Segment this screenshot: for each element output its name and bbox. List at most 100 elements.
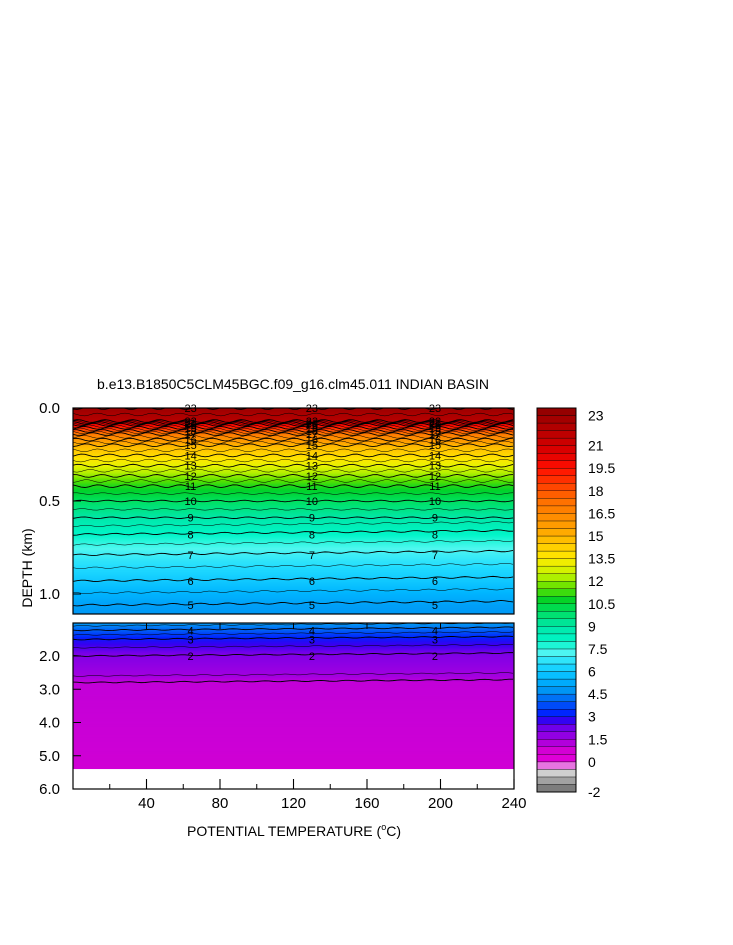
fill-band <box>73 568 514 571</box>
fill-band <box>73 705 514 707</box>
fill-band <box>73 691 514 694</box>
colorbar-box <box>536 701 577 710</box>
fill-band <box>73 608 514 611</box>
fill-band <box>73 433 514 436</box>
fill-band <box>73 566 514 568</box>
isotherm-line <box>73 430 514 435</box>
fill-band <box>73 568 514 570</box>
fill-band <box>73 741 514 744</box>
fill-band <box>73 647 514 649</box>
contour-label: 2 <box>188 651 194 663</box>
colorbar-tick-label: 13.5 <box>588 551 615 567</box>
fill-band <box>73 600 514 602</box>
fill-band <box>73 541 514 544</box>
contour-label: 3 <box>188 635 194 647</box>
contour-label: 15 <box>429 440 441 452</box>
fill-band <box>73 662 514 664</box>
colorbar-box <box>536 468 577 476</box>
fill-band <box>73 610 514 613</box>
fill-band <box>73 429 514 432</box>
fill-band <box>73 720 514 722</box>
fill-band <box>73 752 514 754</box>
fill-band <box>73 580 514 582</box>
isotherm-line <box>73 419 514 423</box>
fill-band <box>73 743 514 745</box>
fill-band <box>73 766 514 768</box>
fill-band <box>73 408 514 410</box>
fill-band <box>73 571 514 574</box>
contour-label: 16 <box>306 435 318 447</box>
fill-band <box>73 581 514 583</box>
fill-band <box>73 457 514 459</box>
fill-band <box>73 683 514 685</box>
fill-band <box>73 505 514 508</box>
x-axis-label-suffix: C) <box>386 823 401 839</box>
fill-band <box>73 556 514 559</box>
colorbar-box <box>536 611 577 619</box>
contour-label: 18 <box>184 426 196 438</box>
colorbar-tick-label: 15 <box>588 528 604 544</box>
colorbar-box <box>536 588 577 597</box>
fill-band <box>73 639 514 641</box>
colorbar-tick-label: 9 <box>588 618 596 634</box>
colorbar-box <box>536 761 577 770</box>
fill-band <box>73 586 514 589</box>
fill-band <box>73 493 514 495</box>
isotherm-line <box>73 427 514 432</box>
fill-band <box>73 441 514 443</box>
fill-band <box>73 716 514 718</box>
fill-band <box>73 712 514 714</box>
fill-band <box>73 432 514 435</box>
lower-panel-fill <box>73 623 514 789</box>
fill-band <box>73 710 514 712</box>
isotherm-line <box>73 408 514 410</box>
fill-band <box>73 550 514 552</box>
contour-label: 7 <box>432 550 438 562</box>
fill-band <box>73 731 514 734</box>
colorbar-box <box>536 407 577 416</box>
fill-band <box>73 439 514 441</box>
contour-label: 17 <box>184 429 196 441</box>
fill-band <box>73 673 514 675</box>
fill-band <box>73 760 514 762</box>
fill-band <box>73 410 514 413</box>
fill-band <box>73 767 514 769</box>
fill-band <box>73 527 514 529</box>
fill-band <box>73 414 514 417</box>
fill-band <box>73 740 514 742</box>
fill-band <box>73 415 514 418</box>
isotherm-line <box>73 469 514 473</box>
isotherm-line <box>73 458 514 463</box>
fill-band <box>73 719 514 722</box>
fill-band <box>73 688 514 690</box>
fill-band <box>73 606 514 609</box>
fill-band <box>73 631 514 634</box>
contour-label: 21 <box>429 418 441 430</box>
colorbar-box <box>536 724 577 732</box>
fill-band <box>73 537 514 540</box>
isotherm-line <box>73 516 514 519</box>
upper-panel-contours <box>73 408 514 607</box>
colorbar-box <box>536 686 577 695</box>
fill-band <box>73 747 514 749</box>
fill-band <box>73 764 514 766</box>
fill-band <box>73 614 514 616</box>
fill-band <box>73 704 514 707</box>
fill-band <box>73 481 514 484</box>
colorbar-tick-label: 23 <box>588 408 604 424</box>
colorbar-box <box>536 603 577 612</box>
fill-band <box>73 682 514 684</box>
fill-band <box>73 604 514 606</box>
fill-band <box>73 651 514 653</box>
fill-band <box>73 573 514 576</box>
fill-band <box>73 675 514 677</box>
fill-band <box>73 502 514 505</box>
fill-band <box>73 702 514 704</box>
isotherm-line <box>73 635 514 641</box>
fill-band <box>73 711 514 714</box>
colorbar-box <box>536 445 577 454</box>
contour-label: 22 <box>429 416 441 428</box>
fill-band <box>73 641 514 643</box>
fill-band <box>73 641 514 644</box>
fill-band <box>73 466 514 469</box>
